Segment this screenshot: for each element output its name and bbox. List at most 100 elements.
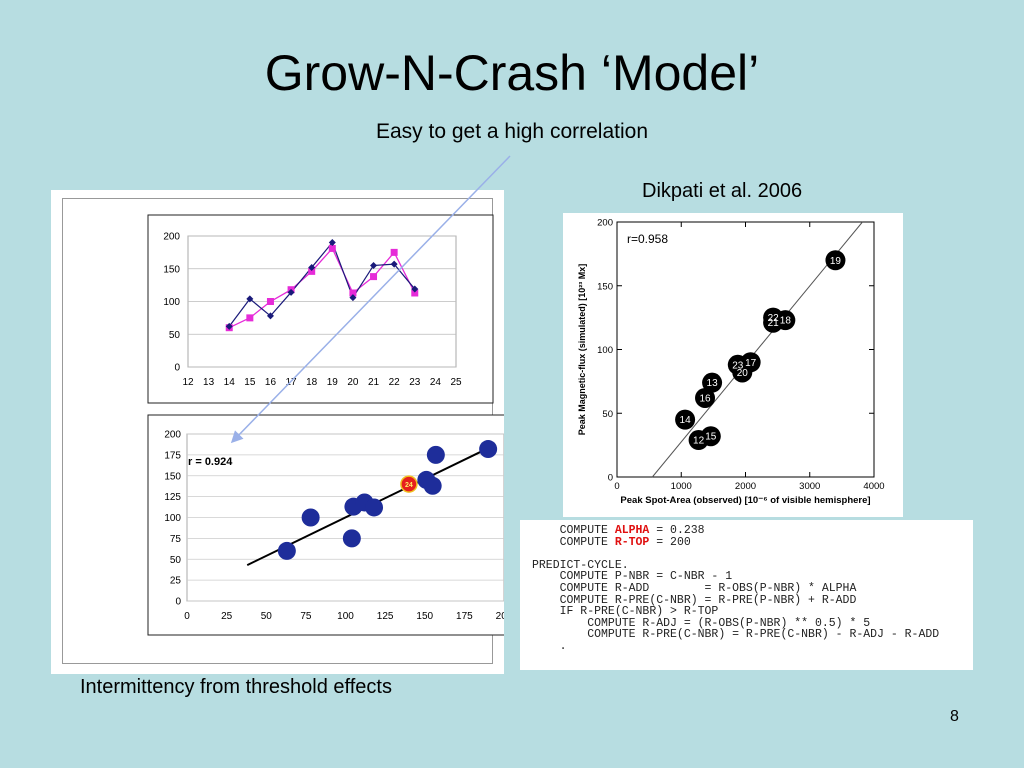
- chart3-y-tick-label: 200: [597, 218, 613, 229]
- chart3-point-label: 22: [768, 313, 780, 324]
- chart2-y-tick-label: 75: [170, 534, 182, 545]
- chart1-series-2-marker: [246, 314, 254, 322]
- chart3-point-label: 21: [768, 318, 780, 329]
- slide-number: 8: [950, 708, 959, 725]
- chart2-point: [301, 508, 320, 527]
- chart2-correlation-annotation: r = 0.924: [188, 456, 233, 468]
- chart3-y-tick-label: 50: [602, 409, 613, 420]
- chart1-series-2-marker: [266, 298, 274, 305]
- chart3-point-label: 13: [707, 378, 719, 389]
- chart1-series-1-marker: [225, 322, 233, 330]
- chart3-point: [732, 362, 753, 383]
- chart2-point: [342, 529, 361, 548]
- chart2-x-tick-label: 100: [337, 611, 354, 622]
- chart3-x-tick-label: 0: [614, 481, 619, 492]
- chart3-x-tick-label: 3000: [799, 481, 820, 492]
- chart1-series-2-marker: [370, 273, 378, 281]
- chart1-y-tick-label: 200: [163, 232, 180, 243]
- chart2-x-tick-label: 0: [184, 611, 190, 622]
- chart2-x-tick-label: 150: [416, 611, 433, 622]
- chart2-point: [479, 440, 498, 459]
- code-rtop-value: = 200: [649, 535, 691, 549]
- chart2-point: [423, 476, 442, 495]
- chart1-x-tick-label: 21: [368, 377, 380, 388]
- code-line: COMPUTE: [532, 535, 615, 549]
- chart3-point: [675, 409, 696, 430]
- chart2-point: [277, 541, 296, 560]
- code-line: COMPUTE R-PRE(C-NBR) = R-PRE(P-NBR) + R-…: [532, 593, 857, 607]
- chart1-x-tick-label: 25: [450, 377, 462, 388]
- chart1-x-tick-label: 24: [430, 377, 442, 388]
- chart3-x-tick-label: 4000: [863, 481, 884, 492]
- chart1-series-2-marker: [390, 248, 398, 256]
- chart2-y-tick-label: 150: [164, 471, 181, 482]
- chart2-x-tick-label: 25: [221, 611, 233, 622]
- chart1-x-tick-label: 14: [224, 377, 236, 388]
- chart3-x-tick-label: 1000: [671, 481, 692, 492]
- chart2-y-tick-label: 200: [164, 430, 181, 441]
- chart3-point-label: 14: [680, 415, 692, 426]
- code-alpha-name: ALPHA: [614, 524, 650, 537]
- chart3-point: [702, 372, 723, 393]
- code-line: COMPUTE R-PRE(C-NBR) = R-PRE(C-NBR) - R-…: [532, 628, 940, 642]
- chart3-point-label: 18: [780, 316, 792, 327]
- chart3-y-tick-label: 0: [608, 473, 613, 484]
- citation: Dikpati et al. 2006: [642, 180, 803, 202]
- chart1-x-tick-label: 12: [182, 377, 194, 388]
- caption: Intermittency from threshold effects: [80, 676, 392, 698]
- chart2-x-tick-label: 200: [496, 611, 504, 622]
- chart1-x-tick-label: 18: [306, 377, 318, 388]
- chart1-y-tick-label: 150: [163, 264, 180, 275]
- chart3-correlation-annotation: r=0.958: [627, 232, 668, 246]
- chart3-y-tick-label: 100: [597, 345, 613, 356]
- chart2-frame: [147, 414, 504, 636]
- chart3-point-label: 17: [745, 358, 757, 369]
- chart1-x-tick-label: 17: [286, 377, 298, 388]
- chart3-point-label: 19: [830, 256, 842, 267]
- chart2-y-tick-label: 50: [170, 555, 182, 566]
- chart3-point-label: 23: [732, 360, 744, 371]
- code-line: .: [532, 639, 567, 653]
- chart2-highlight-point: [400, 475, 418, 493]
- chart2-highlight-label: 24: [405, 482, 413, 489]
- chart3-point: [825, 250, 846, 271]
- code-line: COMPUTE: [532, 524, 615, 537]
- code-line: IF R-PRE(C-NBR) > R-TOP: [532, 605, 719, 619]
- code-block: COMPUTE ALPHA = 0.238 COMPUTE R-TOP = 20…: [520, 520, 973, 653]
- chart2-y-tick-label: 175: [164, 450, 181, 461]
- chart3-point-label: 12: [693, 436, 705, 447]
- chart2-x-tick-label: 125: [377, 611, 394, 622]
- chart1-x-tick-label: 19: [327, 377, 339, 388]
- left-chart-panel: 0 50 100 150 200 12 13 14 15 16 17 18 19 20 21 22 23 24 25…: [51, 190, 504, 674]
- dikpati-scatter-chart: 0 1000 2000 3000 4000 0 50 100 150 200 Peak Spot-A…: [577, 218, 885, 507]
- chart3-point: [700, 426, 721, 447]
- chart1-x-tick-label: 20: [347, 377, 359, 388]
- code-panel: COMPUTE ALPHA = 0.238 COMPUTE R-TOP = 20…: [520, 520, 973, 670]
- code-alpha-value: = 0.238: [649, 524, 705, 537]
- chart1-x-tick-label: 22: [389, 377, 401, 388]
- code-line: COMPUTE R-ADD = R-OBS(P-NBR) * ALPHA: [532, 581, 857, 595]
- chart2-y-tick-label: 100: [164, 513, 181, 524]
- chart3-point-label: 16: [699, 393, 711, 404]
- chart3-y-axis-label: Peak Magnetic-flux (simulated) [10²³ Mx]: [577, 264, 587, 436]
- chart2-point: [426, 445, 445, 464]
- chart2-y-tick-label: 125: [164, 492, 181, 503]
- chart1-frame: [147, 214, 494, 404]
- chart1-x-tick-label: 16: [265, 377, 277, 388]
- dikpati-chart-panel: 0 1000 2000 3000 4000 0 50 100 150 200 Peak Spot-A…: [563, 213, 903, 517]
- chart3-point-label: 20: [737, 368, 749, 379]
- code-line: COMPUTE P-NBR = C-NBR - 1: [532, 570, 733, 584]
- chart2-x-tick-label: 175: [456, 611, 473, 622]
- chart2-y-tick-label: 25: [170, 576, 182, 587]
- chart3-x-axis-label: Peak Spot-Area (observed) [10⁻⁶ of visib…: [620, 495, 870, 506]
- code-line: COMPUTE R-ADJ = (R-OBS(P-NBR) ** 0.5) * …: [532, 616, 871, 630]
- chart2-y-tick-label: 0: [175, 597, 181, 608]
- chart1-y-tick-label: 100: [163, 297, 180, 308]
- code-line: PREDICT-CYCLE.: [532, 558, 629, 572]
- chart2-point: [365, 498, 384, 517]
- chart3-x-tick-label: 2000: [735, 481, 756, 492]
- code-rtop-name: R-TOP: [614, 535, 650, 549]
- chart2-x-tick-label: 75: [300, 611, 312, 622]
- chart1-y-tick-label: 0: [174, 363, 180, 374]
- chart1-y-tick-label: 50: [169, 330, 181, 341]
